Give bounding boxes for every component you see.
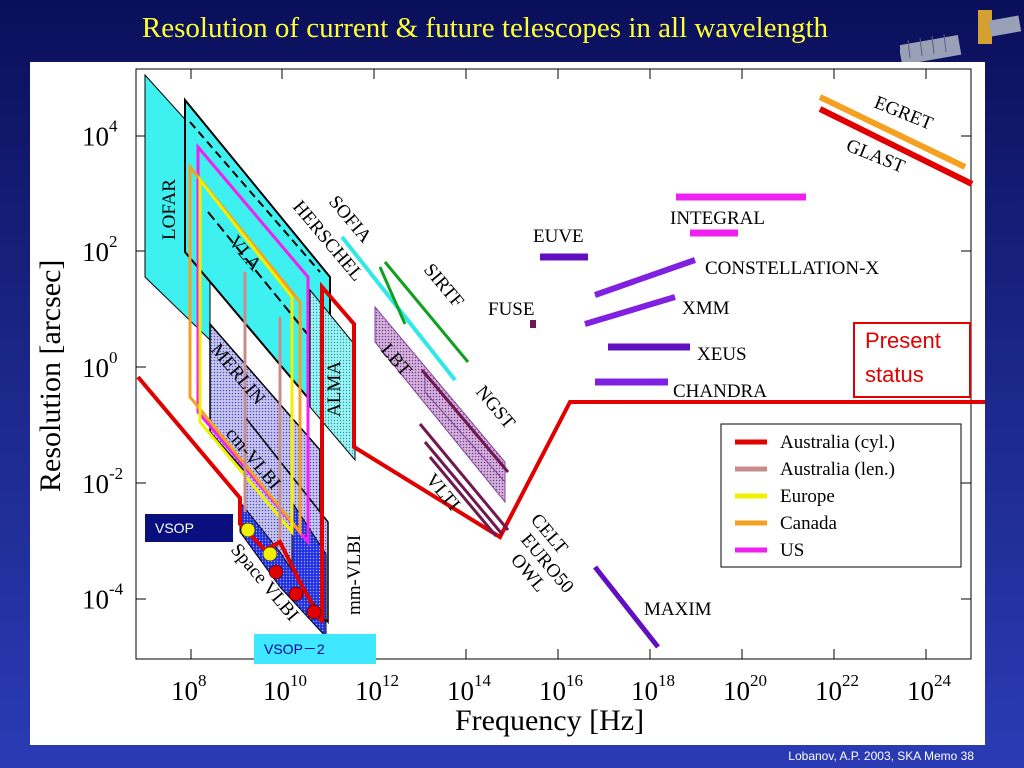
- egret-line: [818, 94, 967, 170]
- fuse-mark: [530, 320, 536, 328]
- legend-label: Australia (len.): [780, 459, 895, 480]
- x-tick-label: 1024: [907, 671, 952, 706]
- australia-cyl-radio: [136, 281, 985, 623]
- present-status-line2: status: [865, 362, 924, 387]
- us-outline: [196, 142, 310, 547]
- sirtf-line: [378, 266, 407, 325]
- x-tick-label: 108: [171, 671, 207, 706]
- vsop2-point: [288, 586, 304, 602]
- vla-dash: [189, 121, 321, 273]
- y-tick-label: 10-2: [82, 464, 123, 499]
- label-fuse: FUSE: [488, 299, 534, 320]
- label-xmm: XMM: [682, 298, 730, 319]
- label-xeus: XEUS: [697, 344, 747, 365]
- resolution-chart: 104 102 100 10-2 10-4 108 1010 1012 1014 1016 101…: [34, 68, 985, 737]
- label-integral: INTEGRAL: [670, 208, 765, 229]
- maxim-line: [593, 565, 660, 649]
- europe-outline: [198, 175, 294, 537]
- y-tick-label: 100: [82, 348, 118, 383]
- y-tick-label: 104: [82, 116, 118, 151]
- x-tick-label: 1014: [447, 671, 492, 706]
- label-maxim: MAXIM: [644, 599, 712, 620]
- label-chandra: CHANDRA: [673, 381, 767, 402]
- owl-line: [420, 369, 510, 473]
- label-lofar: LOFAR: [159, 179, 180, 240]
- label-mm-vlbi: mm-VLBI: [344, 535, 365, 615]
- label-constellation-x: CONSTELLATION-X: [705, 258, 879, 279]
- y-tick-label: 10-4: [82, 580, 124, 615]
- legend-label: Canada: [780, 513, 838, 534]
- slide-title: Resolution of current & future telescope…: [141, 12, 829, 44]
- euro50-line: [428, 456, 498, 537]
- x-tick-label: 1020: [723, 671, 767, 706]
- present-status-box: Present status: [853, 322, 971, 398]
- y-tick-label: 102: [82, 232, 118, 267]
- x-axis-title: Frequency [Hz]: [455, 704, 644, 737]
- satellite-icon: [900, 10, 1022, 66]
- x-tick-label: 1010: [263, 671, 307, 706]
- vsop-point: [240, 522, 256, 538]
- x-tick-label: 1022: [815, 671, 859, 706]
- present-status-line1: Present: [865, 328, 941, 353]
- x-tick-label: 1016: [539, 671, 583, 706]
- celt-line: [423, 441, 504, 535]
- vlti-line: [418, 423, 510, 531]
- label-alma: ALMA: [324, 361, 345, 417]
- vsop-point: [262, 546, 278, 562]
- herschel-line: [383, 261, 470, 363]
- legend-label: US: [780, 540, 804, 561]
- xmm-line: [584, 294, 676, 327]
- label-glast: GLAST: [843, 135, 908, 178]
- chart-panel: 104 102 100 10-2 10-4 108 1010 1012 1014 1016 101…: [30, 62, 985, 745]
- vla-dash-2: [207, 211, 323, 353]
- label-euve: EUVE: [533, 226, 584, 247]
- credit-text: Lobanov, A.P. 2003, SKA Memo 38: [788, 749, 974, 763]
- x-tick-label: 1012: [355, 671, 399, 706]
- x-tick-label: 1018: [631, 671, 675, 706]
- legend-label: Europe: [780, 486, 835, 507]
- vsop2-point: [306, 604, 322, 620]
- vsop2-point: [268, 564, 284, 580]
- y-axis-title: Resolution [arcsec]: [34, 260, 67, 492]
- vsop2-label: VSOP－2: [254, 634, 376, 664]
- legend-label: Australia (cyl.): [780, 432, 895, 453]
- canada-outline: [188, 162, 302, 537]
- label-ngst: NGST: [471, 382, 519, 434]
- legend: Australia (cyl.) Australia (len.) Europe Ca…: [720, 423, 962, 568]
- constellation-x-line: [594, 257, 696, 298]
- vsop-label: VSOP: [145, 514, 233, 542]
- axis-ticks: [136, 69, 971, 659]
- plot-frame: [135, 68, 972, 660]
- label-sirtf: SIRTF: [419, 260, 468, 312]
- glast-line: [818, 106, 974, 187]
